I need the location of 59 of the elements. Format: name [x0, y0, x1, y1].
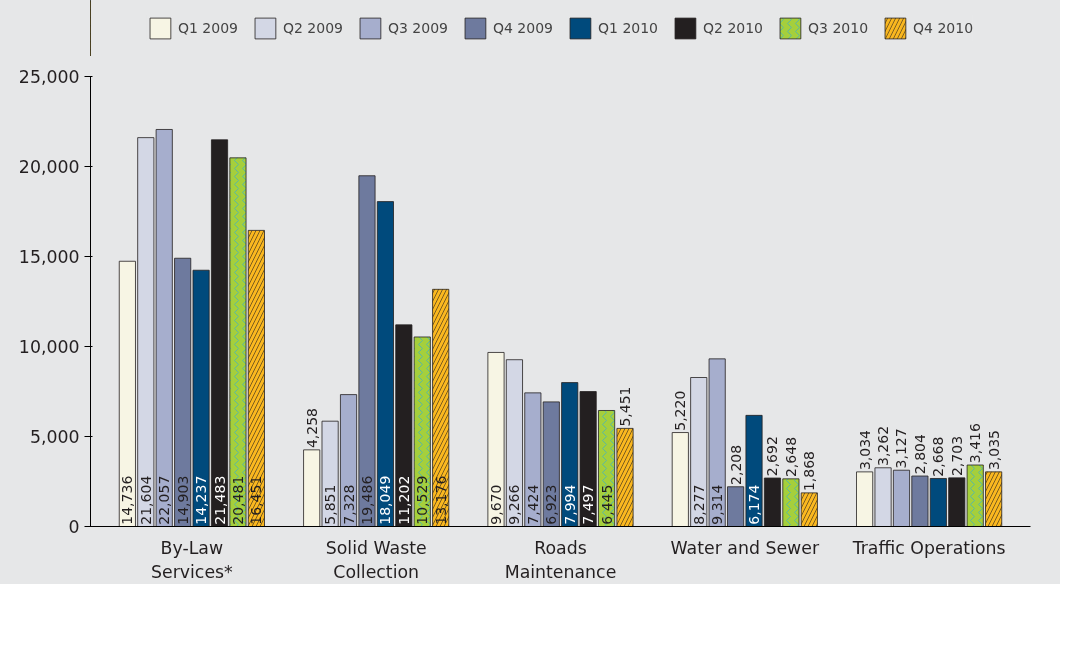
data-label: 5,220: [672, 390, 689, 431]
data-label: 8,277: [690, 484, 707, 525]
data-label: 9,314: [709, 484, 726, 525]
data-label: 2,648: [782, 436, 799, 478]
legend-label: Q2 2009: [282, 20, 343, 36]
data-label: 16,451: [248, 475, 265, 525]
data-label: 6,174: [746, 484, 763, 525]
data-label: 21,483: [211, 475, 228, 525]
data-label: 19,486: [358, 475, 375, 525]
legend-label: Q3 2010: [808, 20, 869, 36]
legend-label: Q2 2010: [703, 20, 764, 36]
data-label: 6,923: [543, 484, 560, 525]
data-label: 9,670: [487, 484, 504, 525]
legend-label: Q4 2010: [913, 20, 974, 36]
data-label: 2,703: [948, 435, 965, 477]
y-tick-label: 5,000: [29, 427, 80, 447]
data-label: 2,804: [911, 434, 928, 475]
legend-label: Q3 2009: [387, 20, 448, 36]
data-label: 9,266: [506, 484, 523, 525]
data-label: 3,035: [985, 429, 1002, 471]
data-label: 1,868: [801, 450, 818, 492]
data-label: 20,481: [229, 475, 246, 525]
data-label: 2,668: [930, 436, 947, 477]
data-label: 2,692: [764, 436, 781, 477]
data-label: 11,202: [395, 475, 412, 525]
data-label: 7,994: [561, 484, 578, 525]
y-tick-label: 20,000: [18, 157, 80, 177]
data-label: 2,208: [727, 444, 744, 485]
y-tick-label: 15,000: [18, 247, 80, 267]
data-label: 7,424: [524, 484, 541, 525]
legend-label: Q1 2010: [598, 20, 659, 36]
y-tick-label: 10,000: [18, 337, 80, 357]
data-label: 22,057: [156, 475, 173, 525]
data-label: 5,451: [617, 386, 634, 427]
data-label: 6,445: [598, 484, 615, 525]
legend-label: Q4 2009: [492, 20, 553, 36]
data-label: 3,262: [875, 425, 892, 466]
x-tick-label: Solid Waste Collection: [325, 537, 427, 582]
legend-label: Q1 2009: [177, 20, 238, 36]
data-label: 5,851: [322, 484, 339, 525]
data-label: 13,176: [432, 475, 449, 525]
data-label: 7,497: [580, 484, 597, 525]
data-label: 3,416: [967, 423, 984, 464]
data-label: 14,736: [119, 475, 136, 525]
data-label: 21,604: [137, 475, 154, 525]
y-tick-label: 25,000: [18, 67, 80, 87]
x-tick-label: Water and Sewer: [670, 537, 820, 558]
data-label: 4,258: [303, 407, 320, 449]
data-label: 3,034: [856, 429, 873, 471]
data-label: 7,328: [340, 484, 357, 525]
data-label: 14,903: [174, 475, 191, 525]
data-label: 18,049: [377, 475, 394, 525]
data-label: 10,529: [414, 475, 431, 525]
y-tick-label: 0: [68, 517, 80, 537]
x-tick-label: Roads Maintenance: [504, 537, 617, 582]
x-tick-label: By-Law Services*: [151, 537, 234, 582]
data-label: 14,237: [193, 475, 210, 525]
data-label: 3,127: [893, 428, 910, 469]
x-tick-label: Traffic Operations: [851, 537, 1006, 558]
